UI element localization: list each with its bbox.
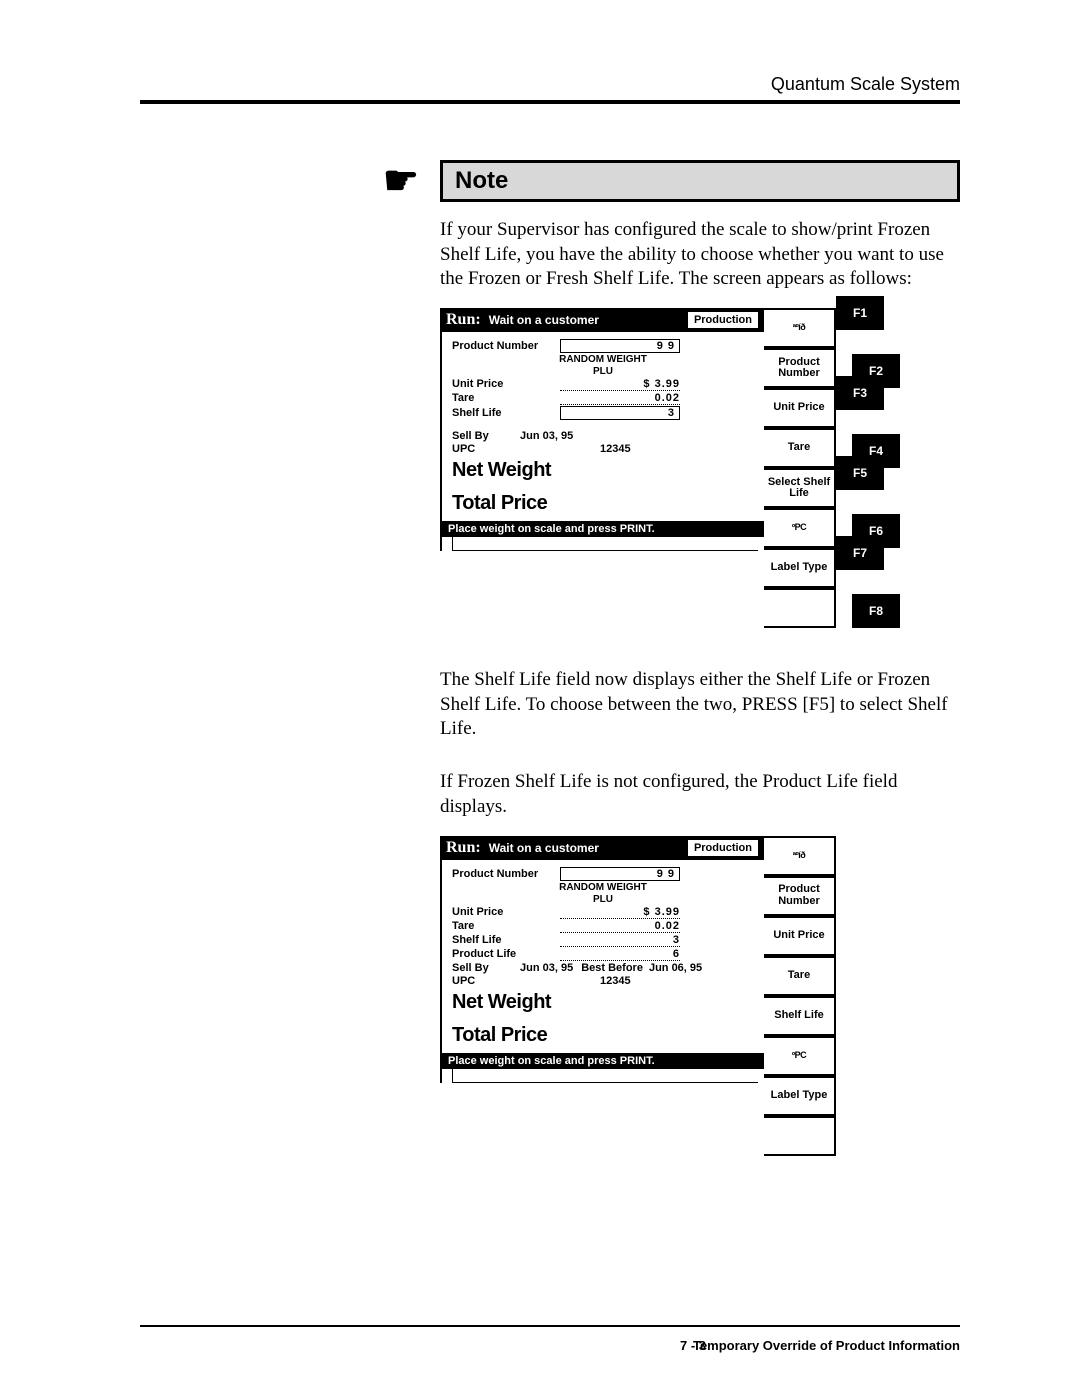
screen2-prompt: Place weight on scale and press PRINT. — [442, 1053, 764, 1069]
shelf-life-value: 3 — [560, 406, 680, 420]
product-life-value: 6 — [560, 948, 680, 961]
side-btn[interactable]: Shelf Life — [764, 996, 836, 1036]
fkey: F1 — [836, 296, 884, 330]
input-field-area — [452, 1069, 758, 1083]
page-header-title: Quantum Scale System — [771, 74, 960, 95]
side-btn[interactable]: Product Number — [764, 876, 836, 916]
tare-value: 0.02 — [560, 920, 680, 933]
shelf-life-label: Shelf Life — [452, 407, 560, 419]
screen2-sidekeys: ªºíð Product Number Unit Price Tare Shel… — [764, 836, 894, 1156]
input-field-area — [452, 537, 758, 551]
product-number-value: 9 9 — [560, 339, 680, 353]
side-btn[interactable]: Unit Price — [764, 388, 836, 428]
screenshot-1: Run: Wait on a customer Production Produ… — [440, 308, 960, 628]
screen1-header: Run: Wait on a customer Production — [440, 308, 764, 332]
unit-price-label: Unit Price — [452, 906, 560, 918]
screenshot-2: Run: Wait on a customer Production Produ… — [440, 836, 960, 1156]
screen1-sidekeys: ªºíðF1 Product NumberF2 Unit PriceF3 Tar… — [764, 308, 894, 628]
note-label: Note — [455, 167, 508, 194]
header-mode: Production — [688, 840, 758, 856]
run-label: Run: — [446, 839, 481, 857]
side-btn[interactable] — [764, 1116, 836, 1156]
bestbefore-value: Jun 06, 95 — [649, 962, 702, 974]
paragraph-1: If your Supervisor has configured the sc… — [440, 218, 960, 292]
product-number-label: Product Number — [452, 340, 560, 352]
header-wait: Wait on a customer — [489, 313, 688, 327]
shelf-life-label: Shelf Life — [452, 934, 560, 946]
side-btn[interactable]: Label Type — [764, 1076, 836, 1116]
product-number-value: 9 9 — [560, 867, 680, 881]
side-btn[interactable]: ªºíð — [764, 308, 836, 348]
net-weight-label: Net Weight — [452, 459, 754, 482]
screen2-main: Run: Wait on a customer Production Produ… — [440, 836, 764, 1156]
side-btn[interactable]: Label Type — [764, 548, 836, 588]
product-number-label: Product Number — [452, 868, 560, 880]
screen1-main: Run: Wait on a customer Production Produ… — [440, 308, 764, 628]
paragraph-2: The Shelf Life field now displays either… — [440, 668, 960, 742]
side-btn[interactable]: Tare — [764, 956, 836, 996]
upc-label: UPC — [452, 443, 510, 455]
side-btn[interactable]: Unit Price — [764, 916, 836, 956]
total-price-label: Total Price — [452, 1024, 754, 1047]
total-price-label: Total Price — [452, 492, 754, 515]
random-weight-label: RANDOM WEIGHT — [452, 882, 754, 893]
side-btn[interactable]: Tare — [764, 428, 836, 468]
product-life-label: Product Life — [452, 948, 560, 960]
side-btn[interactable] — [764, 588, 836, 628]
unit-price-value: $ 3.99 — [560, 378, 680, 391]
content-column: ☛ Note If your Supervisor has configured… — [440, 160, 960, 1186]
pointer-icon: ☛ — [383, 161, 419, 201]
net-weight-label: Net Weight — [452, 991, 754, 1014]
fkey: F5 — [836, 456, 884, 490]
upc-label: UPC — [452, 975, 510, 987]
screen1-prompt: Place weight on scale and press PRINT. — [442, 521, 764, 537]
top-rule — [140, 100, 960, 104]
footer-section-title: Temporary Override of Product Informatio… — [693, 1338, 960, 1353]
run-label: Run: — [446, 311, 481, 329]
screen2-header: Run: Wait on a customer Production — [440, 836, 764, 860]
upc-value: 12345 — [600, 975, 631, 987]
unit-price-value: $ 3.99 — [560, 906, 680, 919]
shelf-life-value: 3 — [560, 934, 680, 947]
side-btn[interactable]: Product Number — [764, 348, 836, 388]
sellby-label: Sell By — [452, 962, 510, 974]
random-weight-label: RANDOM WEIGHT — [452, 354, 754, 365]
sellby-value: Jun 03, 95 — [520, 962, 573, 974]
plu-label: PLU — [452, 894, 754, 905]
side-btn[interactable]: ªºíð — [764, 836, 836, 876]
bottom-rule — [140, 1325, 960, 1327]
bestbefore-label: Best Before — [581, 962, 643, 974]
sellby-label: Sell By — [452, 430, 510, 442]
plu-label: PLU — [452, 366, 754, 377]
tare-value: 0.02 — [560, 392, 680, 405]
side-btn[interactable]: ºPC — [764, 508, 836, 548]
unit-price-label: Unit Price — [452, 378, 560, 390]
note-callout: ☛ Note — [440, 160, 960, 202]
tare-label: Tare — [452, 392, 560, 404]
fkey: F8 — [852, 594, 900, 628]
tare-label: Tare — [452, 920, 560, 932]
header-wait: Wait on a customer — [489, 841, 688, 855]
paragraph-3: If Frozen Shelf Life is not configured, … — [440, 770, 960, 819]
fkey: F7 — [836, 536, 884, 570]
side-btn[interactable]: ºPC — [764, 1036, 836, 1076]
sellby-value: Jun 03, 95 — [520, 430, 573, 442]
header-mode: Production — [688, 312, 758, 328]
document-page: Quantum Scale System ☛ Note If your Supe… — [0, 0, 1080, 1397]
side-btn[interactable]: Select Shelf Life — [764, 468, 836, 508]
fkey: F3 — [836, 376, 884, 410]
upc-value: 12345 — [600, 443, 631, 455]
